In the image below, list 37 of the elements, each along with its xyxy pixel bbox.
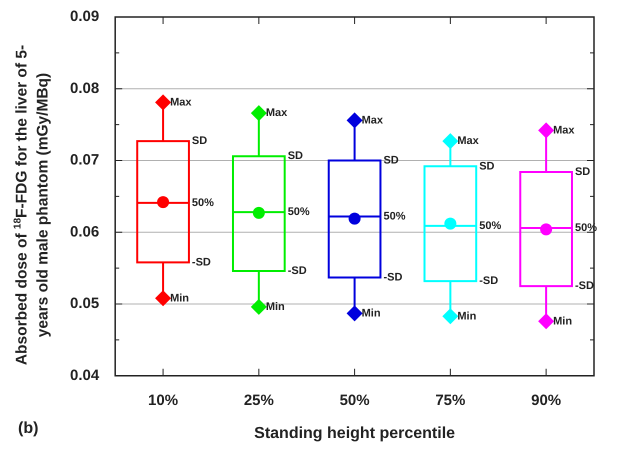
annotation: 50%: [479, 220, 502, 232]
y-tick-label: 0.08: [70, 80, 100, 97]
annotation: 50%: [288, 206, 310, 218]
y-tick-label: 0.04: [70, 366, 100, 384]
annotation: -SD: [479, 275, 498, 288]
annotation: Min: [266, 300, 286, 313]
annotation: -SD: [574, 280, 594, 292]
annotation: Max: [457, 135, 480, 148]
y-tick-label: 0.05: [70, 295, 100, 312]
annotation: Min: [553, 315, 572, 328]
y-tick-label: 0.09: [70, 8, 100, 26]
y-tick-label: 0.06: [70, 223, 100, 240]
annotation: SD: [574, 166, 590, 178]
annotation: SD: [479, 160, 495, 172]
text: (b): [18, 420, 38, 438]
x-axis-title: Standing height percentile: [254, 424, 456, 442]
annotation: Max: [362, 114, 384, 126]
x-tick-label: 75%: [435, 392, 466, 409]
annotation: 50%: [383, 210, 406, 223]
annotation: -SD: [192, 256, 211, 268]
annotation: Max: [266, 107, 288, 120]
x-tick-label: 25%: [244, 392, 274, 409]
annotation: Min: [362, 307, 381, 320]
annotation: Max: [553, 124, 576, 136]
annotation: SD: [383, 154, 399, 167]
y-tick-label: 0.07: [70, 152, 100, 169]
x-tick-label: 50%: [340, 392, 370, 409]
x-tick-label: 90%: [531, 392, 562, 409]
x-tick-label: 10%: [148, 392, 178, 409]
annotation: SD: [192, 135, 208, 148]
annotation: Min: [457, 310, 477, 322]
annotation: Min: [170, 292, 190, 304]
annotation: SD: [288, 150, 304, 162]
annotation: Max: [170, 96, 192, 108]
annotation: 50%: [192, 196, 214, 209]
annotation: -SD: [288, 265, 307, 278]
annotation: -SD: [383, 272, 402, 284]
